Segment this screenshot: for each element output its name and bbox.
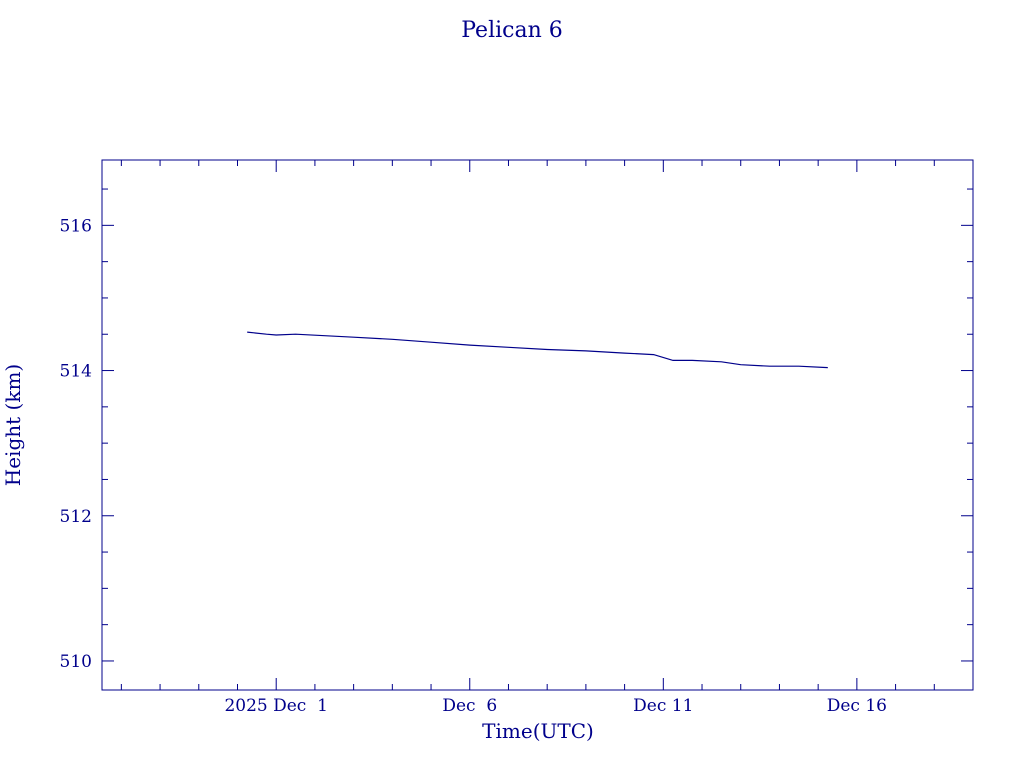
x-axis-label: Time(UTC)	[482, 719, 594, 743]
axis-ticks	[102, 160, 974, 690]
x-tick-label: Dec 11	[633, 696, 693, 716]
y-tick-label: 512	[60, 507, 92, 527]
y-tick-labels: 510 512 514 516	[60, 216, 92, 672]
data-series	[247, 331, 828, 369]
chart-title: Pelican 6	[461, 18, 563, 43]
y-tick-label: 510	[60, 652, 92, 672]
y-tick-label: 516	[60, 216, 92, 236]
x-tick-label: 2025 Dec 1	[224, 696, 328, 716]
x-tick-label: Dec 6	[442, 696, 497, 716]
x-tick-labels: 2025 Dec 1 Dec 6 Dec 11 Dec 16	[224, 696, 887, 716]
y-axis-label: Height (km)	[1, 364, 25, 486]
y-tick-label: 514	[60, 362, 92, 382]
x-tick-label: Dec 16	[827, 696, 887, 716]
series-line	[247, 331, 828, 369]
plot-frame	[101, 159, 974, 691]
